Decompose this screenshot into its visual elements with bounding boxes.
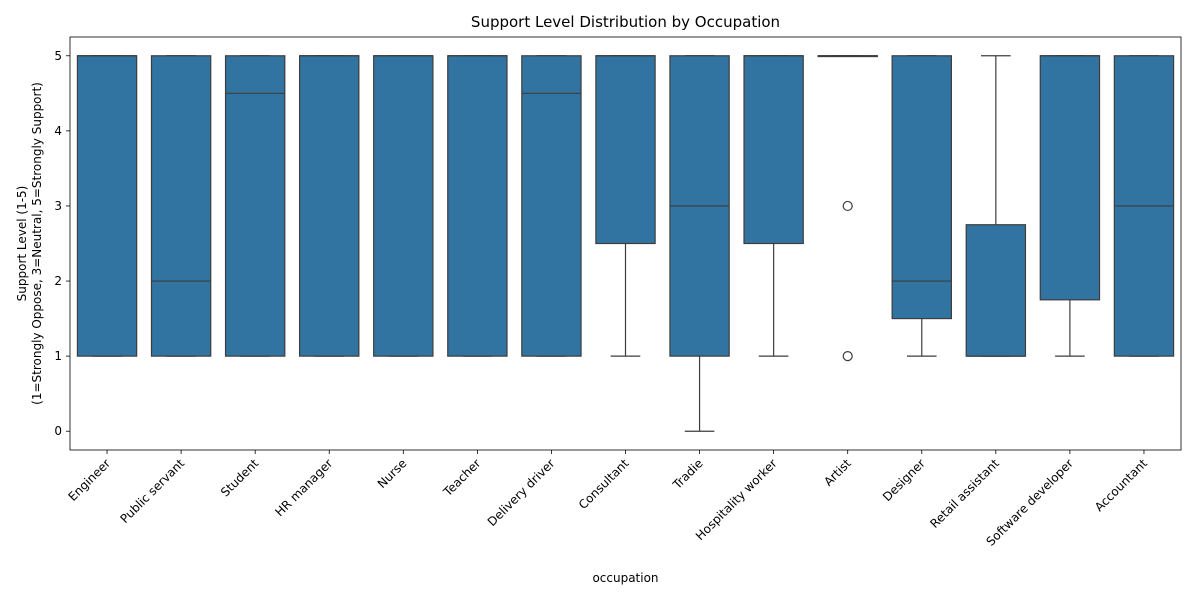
box-iqr <box>521 55 582 357</box>
box-group <box>76 55 138 357</box>
y-tick-label: 0 <box>54 424 62 438</box>
box-iqr <box>1039 55 1101 301</box>
box-iqr <box>373 55 434 357</box>
box-group <box>891 55 952 357</box>
x-tick-label: Engineer <box>65 456 113 504</box>
x-tick-label: Student <box>218 456 262 500</box>
x-tick-label: Artist <box>821 456 854 489</box>
x-tick-label: HR manager <box>272 456 335 519</box>
x-tick-label: Nurse <box>375 456 410 491</box>
x-tick-label: Hospitality worker <box>693 456 780 543</box>
plot-area <box>76 55 1175 432</box>
x-tick-label: Teacher <box>440 456 484 500</box>
x-tick-label: Accountant <box>1092 456 1150 514</box>
box-group <box>669 55 730 432</box>
y-tick-label: 5 <box>54 49 62 63</box>
box-group <box>299 55 360 357</box>
x-tick-label: Public servant <box>117 456 187 526</box>
y-axis: 0 1 2 3 4 5 <box>54 49 70 438</box>
y-axis-label-line-1: Support Level (1-5) <box>15 186 29 302</box>
outlier-point <box>842 200 853 212</box>
y-axis-label-group: Support Level (1-5) (1=Strongly Oppose, … <box>15 82 44 405</box>
box-group <box>521 55 582 357</box>
x-axis: Engineer Public servant Student HR manager N… <box>65 450 1150 549</box>
box-group <box>1113 55 1175 357</box>
box-group <box>373 55 434 357</box>
y-axis-label-line-2: (1=Strongly Oppose, 3=Neutral, 5=Strongl… <box>30 82 44 405</box>
box-group <box>965 55 1027 357</box>
x-tick-label: Designer <box>880 456 928 504</box>
outlier-point <box>842 351 853 362</box>
x-tick-label: Delivery driver <box>485 456 558 529</box>
box-iqr <box>595 55 656 245</box>
box-iqr <box>76 55 138 357</box>
x-tick-label: Consultant <box>576 456 632 512</box>
y-tick-label: 4 <box>54 124 62 138</box>
y-tick-label: 2 <box>54 274 62 288</box>
y-tick-label: 3 <box>54 199 62 213</box>
x-tick-label: Retail assistant <box>927 456 1002 531</box>
box-iqr <box>965 224 1027 357</box>
chart-title: Support Level Distribution by Occupation <box>471 13 780 31</box>
box-group <box>595 55 656 357</box>
box-group <box>224 55 286 357</box>
y-tick-label: 1 <box>54 349 62 363</box>
box-iqr <box>447 55 508 357</box>
box-group <box>817 55 878 362</box>
box-group <box>743 55 804 357</box>
box-iqr <box>150 55 212 357</box>
box-group <box>447 55 508 357</box>
box-iqr <box>299 55 360 357</box>
x-tick-label: Tradie <box>669 456 705 492</box>
box-iqr <box>224 55 286 357</box>
box-group <box>150 55 212 357</box>
x-axis-label: occupation <box>592 571 658 585</box>
box-group <box>1039 55 1101 357</box>
box-iqr <box>743 55 804 245</box>
box-iqr <box>891 55 952 320</box>
